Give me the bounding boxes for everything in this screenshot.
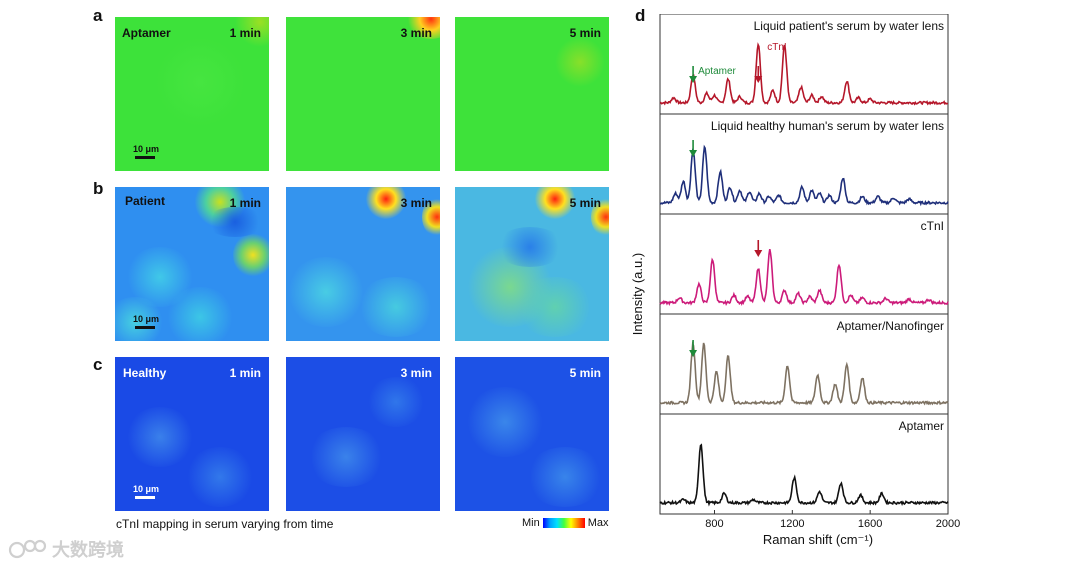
scale-bar: 10 μm	[133, 314, 159, 329]
series-label: Liquid patient's serum by water lens	[754, 19, 944, 33]
map-aptamer-5min: 5 min	[455, 17, 609, 171]
panel-letter-a: a	[93, 6, 103, 25]
time-label: 1 min	[229, 366, 261, 380]
annotation-arrow-head	[754, 250, 763, 257]
spectrum-line	[659, 144, 949, 207]
map-healthy-3min: 3 min	[286, 357, 440, 511]
colorbar-max-label: Max	[587, 517, 609, 529]
time-label: 3 min	[400, 196, 432, 210]
x-tick-label: 2000	[936, 518, 960, 530]
y-axis-label: Intensity (a.u.)	[630, 253, 645, 335]
figure-caption: cTnI mapping in serum varying from time	[116, 517, 334, 531]
colorbar	[542, 518, 585, 528]
map-healthy-1min: Healthy 1 min 10 μm	[115, 357, 269, 511]
map-aptamer-3min: 3 min	[286, 17, 440, 171]
series-label: Aptamer	[899, 419, 944, 433]
annotation-label: cTnI	[767, 42, 786, 53]
map-patient-3min: 3 min	[286, 187, 440, 341]
watermark-logo-icon	[8, 539, 47, 559]
panel-letter-b: b	[93, 179, 104, 198]
spectrum-line	[659, 443, 949, 507]
raman-spectra-chart: Intensity (a.u.) Raman shift (cm⁻¹) Liqu…	[630, 14, 960, 547]
time-label: 5 min	[569, 366, 601, 380]
colorbar-legend: Min Max	[522, 517, 609, 529]
x-axis-label: Raman shift (cm⁻¹)	[763, 532, 873, 547]
spectrum-line	[659, 341, 949, 406]
row-label-patient: Patient	[125, 194, 166, 208]
scale-bar: 10 μm	[133, 144, 159, 159]
x-tick-label: 1200	[780, 518, 804, 530]
annotation-arrow-head	[689, 350, 698, 357]
subplot-frame	[659, 413, 949, 515]
map-healthy-5min: 5 min	[455, 357, 609, 511]
time-label: 3 min	[400, 366, 432, 380]
panel-letter-c: c	[93, 355, 103, 374]
time-label: 3 min	[400, 26, 432, 40]
annotation-arrow-head	[689, 150, 698, 157]
series-label: cTnI	[921, 219, 944, 233]
colorbar-min-label: Min	[522, 517, 540, 529]
series-label: Liquid healthy human's serum by water le…	[711, 119, 944, 133]
x-tick-label: 800	[705, 518, 723, 530]
map-patient-5min: 5 min	[455, 187, 609, 341]
scale-bar: 10 μm	[133, 484, 159, 499]
row-label-healthy: Healthy	[123, 366, 167, 380]
time-label: 5 min	[569, 196, 601, 210]
annotation-arrow-head	[754, 76, 763, 83]
x-tick-label: 1600	[858, 518, 882, 530]
time-label: 1 min	[229, 196, 261, 210]
spectrum-line	[659, 42, 948, 106]
panel-letter-d: d	[635, 6, 646, 25]
annotation-label: Aptamer	[698, 66, 736, 77]
series-label: Aptamer/Nanofinger	[837, 319, 944, 333]
time-label: 1 min	[229, 26, 261, 40]
annotation-arrow-head	[689, 76, 698, 83]
map-aptamer-1min: Aptamer 1 min 10 μm	[115, 17, 269, 171]
watermark: 大数跨境	[8, 536, 124, 562]
map-patient-1min: Patient 1 min 10 μm	[115, 187, 269, 341]
row-label-aptamer: Aptamer	[122, 26, 171, 40]
spectrum-line	[659, 248, 949, 307]
time-label: 5 min	[569, 26, 601, 40]
